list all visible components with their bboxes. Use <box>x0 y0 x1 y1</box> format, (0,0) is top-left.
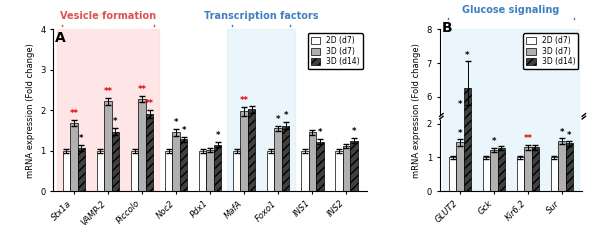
Text: *: * <box>113 117 118 126</box>
Bar <box>316 142 324 191</box>
Text: *: * <box>181 126 186 135</box>
Bar <box>172 133 180 191</box>
Bar <box>165 151 172 191</box>
Text: **: ** <box>69 109 78 118</box>
Legend: 2D (d7), 3D (d7), 3D (d14): 2D (d7), 3D (d7), 3D (d14) <box>523 33 579 69</box>
Text: *: * <box>560 128 564 137</box>
Bar <box>517 158 524 191</box>
Bar <box>70 123 78 191</box>
Bar <box>308 133 316 191</box>
Bar <box>483 158 490 191</box>
Bar <box>490 150 498 191</box>
Bar <box>301 151 308 191</box>
Text: *: * <box>216 131 220 140</box>
Text: **: ** <box>137 85 147 94</box>
Text: *: * <box>79 134 84 143</box>
Y-axis label: mRNA expression (Fold change): mRNA expression (Fold change) <box>26 43 35 178</box>
Text: *: * <box>458 129 462 137</box>
Bar <box>180 139 187 191</box>
Text: *: * <box>283 111 288 120</box>
Text: **: ** <box>103 87 112 96</box>
Text: *: * <box>465 51 470 60</box>
Text: Glucose signaling: Glucose signaling <box>462 5 560 15</box>
Text: *: * <box>458 100 462 109</box>
Bar <box>78 148 85 191</box>
Bar <box>558 141 565 191</box>
Bar <box>241 111 248 191</box>
Bar <box>443 29 579 191</box>
Text: B: B <box>441 21 452 35</box>
Bar <box>464 88 471 191</box>
Text: **: ** <box>523 134 532 143</box>
Text: *: * <box>276 115 280 123</box>
Text: *: * <box>492 137 496 146</box>
Legend: 2D (d7), 3D (d7), 3D (d14): 2D (d7), 3D (d7), 3D (d14) <box>308 33 363 69</box>
Bar <box>206 150 214 191</box>
Bar <box>104 101 112 191</box>
Bar <box>350 141 358 191</box>
Text: **: ** <box>239 96 249 105</box>
Bar <box>456 142 464 191</box>
Bar <box>227 29 295 191</box>
Text: A: A <box>55 31 66 45</box>
Bar <box>131 151 138 191</box>
Bar <box>551 158 558 191</box>
Bar <box>532 147 539 191</box>
Bar <box>233 151 241 191</box>
Bar <box>449 158 456 191</box>
Bar <box>335 151 343 191</box>
Text: **: ** <box>145 99 154 108</box>
Bar <box>214 145 222 191</box>
Text: Transcription factors: Transcription factors <box>204 11 318 21</box>
Bar <box>343 146 350 191</box>
Bar <box>97 151 104 191</box>
Y-axis label: mRNA expression (Fold change): mRNA expression (Fold change) <box>412 43 421 178</box>
Bar <box>57 29 159 191</box>
Bar <box>199 151 206 191</box>
Text: *: * <box>174 118 178 127</box>
Text: *: * <box>567 131 571 140</box>
Bar <box>146 114 153 191</box>
Bar <box>565 143 573 191</box>
Bar <box>524 147 532 191</box>
Text: Vesicle formation: Vesicle formation <box>60 11 156 21</box>
Text: *: * <box>352 127 356 136</box>
Bar <box>62 151 70 191</box>
Bar <box>248 110 255 191</box>
Bar <box>274 128 282 191</box>
Bar <box>498 148 505 191</box>
Bar <box>112 132 119 191</box>
Bar <box>282 126 289 191</box>
Bar <box>138 99 146 191</box>
Bar <box>267 151 274 191</box>
Text: *: * <box>318 128 322 137</box>
